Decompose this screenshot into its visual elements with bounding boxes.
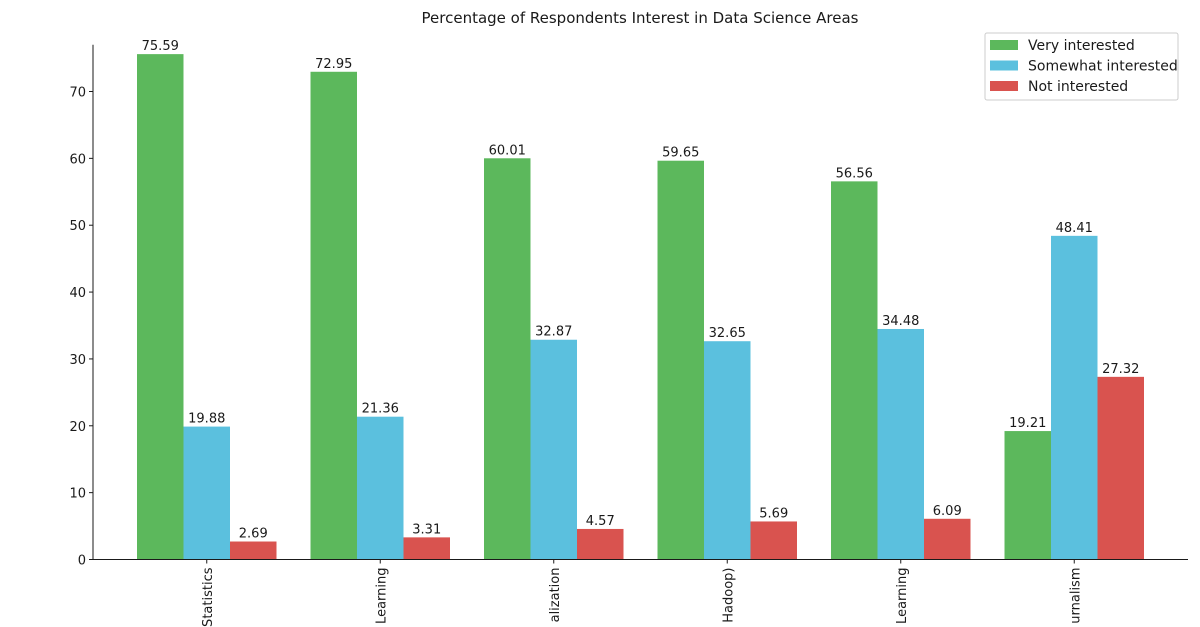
bar-somewhat-interested	[877, 328, 924, 560]
bar-not-interested	[577, 528, 624, 560]
bar-value-label: 3.31	[412, 522, 441, 537]
y-tick-label: 10	[69, 487, 86, 502]
y-tick-label: 70	[69, 86, 86, 101]
x-tick-label: Statistics	[201, 567, 216, 627]
bar-not-interested	[750, 521, 797, 560]
bar-very-interested	[657, 160, 704, 560]
bar-value-label: 72.95	[315, 57, 352, 72]
bar-value-label: 19.88	[188, 412, 225, 427]
bar-value-label: 5.69	[759, 506, 788, 521]
legend-swatch	[990, 40, 1018, 50]
y-tick-label: 0	[78, 554, 86, 569]
legend: Very interested Somewhat interested Not in…	[984, 32, 1179, 101]
legend-label: Very interested	[1028, 38, 1135, 54]
bar-value-label: 48.41	[1056, 221, 1093, 236]
bar-not-interested	[1097, 376, 1144, 560]
bar-somewhat-interested	[183, 426, 230, 560]
bar-value-label: 34.48	[882, 314, 919, 329]
y-tick-label: 40	[69, 286, 86, 301]
bar-not-interested	[230, 541, 277, 560]
y-tick-label: 30	[69, 353, 86, 368]
bar-very-interested	[1004, 431, 1051, 560]
bar-value-label: 4.57	[586, 514, 615, 529]
bars-group: 75.59 19.88 2.69 72.95 21.36 3.31 60.01 32.87 4.…	[137, 39, 1144, 560]
bar-not-interested	[403, 537, 450, 560]
bar-not-interested	[924, 518, 971, 560]
bar-value-label: 19.21	[1009, 416, 1046, 431]
legend-label: Somewhat interested	[1028, 59, 1178, 75]
x-tick-label: urnalism	[1068, 568, 1083, 624]
y-tick-label: 50	[69, 219, 86, 234]
x-axis: Statistics Learning alization Hadoop) Learni…	[93, 559, 1188, 627]
legend-swatch	[990, 60, 1018, 71]
x-tick-label: Learning	[374, 568, 389, 624]
bar-very-interested	[310, 71, 357, 560]
y-tick-label: 20	[69, 420, 86, 435]
x-tick-label: Learning	[895, 568, 910, 624]
bar-value-label: 56.56	[836, 166, 873, 181]
bar-value-label: 21.36	[362, 402, 399, 417]
bar-value-label: 32.87	[535, 325, 572, 340]
x-tick-label: Hadoop)	[721, 568, 736, 623]
legend-swatch	[990, 81, 1018, 91]
bar-very-interested	[831, 181, 878, 560]
bar-value-label: 2.69	[239, 527, 268, 542]
bar-somewhat-interested	[704, 341, 751, 560]
bar-very-interested	[137, 54, 184, 560]
bar-value-label: 60.01	[489, 143, 526, 158]
bar-value-label: 6.09	[933, 504, 962, 519]
bar-somewhat-interested	[357, 416, 404, 560]
y-tick-label: 60	[69, 152, 86, 167]
x-tick-label: alization	[548, 568, 563, 623]
chart-title: Percentage of Respondents Interest in Da…	[422, 9, 859, 27]
bar-value-label: 32.65	[709, 326, 746, 341]
bar-value-label: 75.59	[142, 39, 179, 54]
bar-very-interested	[484, 158, 531, 560]
legend-label: Not interested	[1028, 79, 1128, 95]
legend-box	[984, 32, 1179, 101]
y-axis: 0 10 20 30 40 50 60 70	[69, 44, 94, 569]
bar-somewhat-interested	[530, 339, 577, 560]
bar-somewhat-interested	[1051, 235, 1098, 560]
bar-value-label: 27.32	[1102, 362, 1139, 377]
bar-value-label: 59.65	[662, 146, 699, 161]
